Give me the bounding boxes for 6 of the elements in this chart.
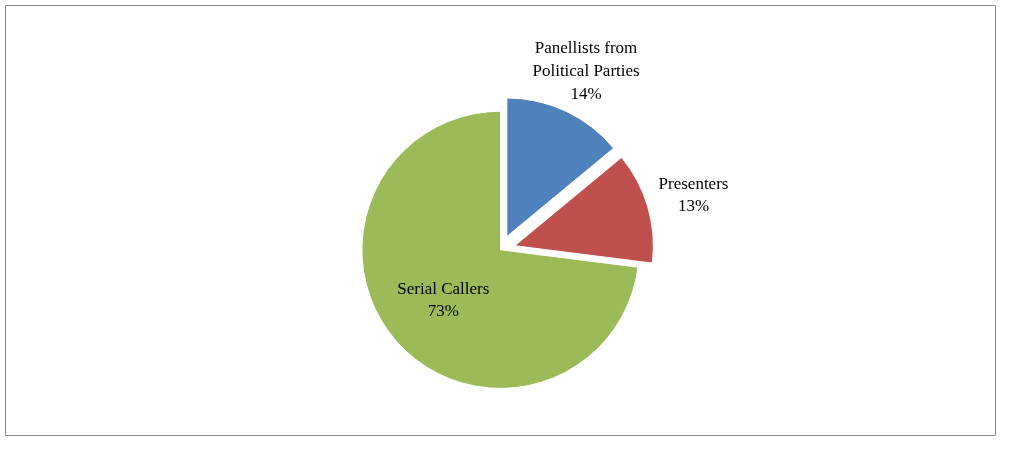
slice-label: Serial Callers: [397, 278, 490, 298]
data-label: 13%: [677, 196, 710, 216]
data-label: 14%: [570, 83, 602, 103]
data-label: 73%: [427, 301, 459, 321]
slice-label: Presenters: [658, 173, 729, 193]
slice-label: Panellists from Political Parties: [532, 38, 640, 80]
